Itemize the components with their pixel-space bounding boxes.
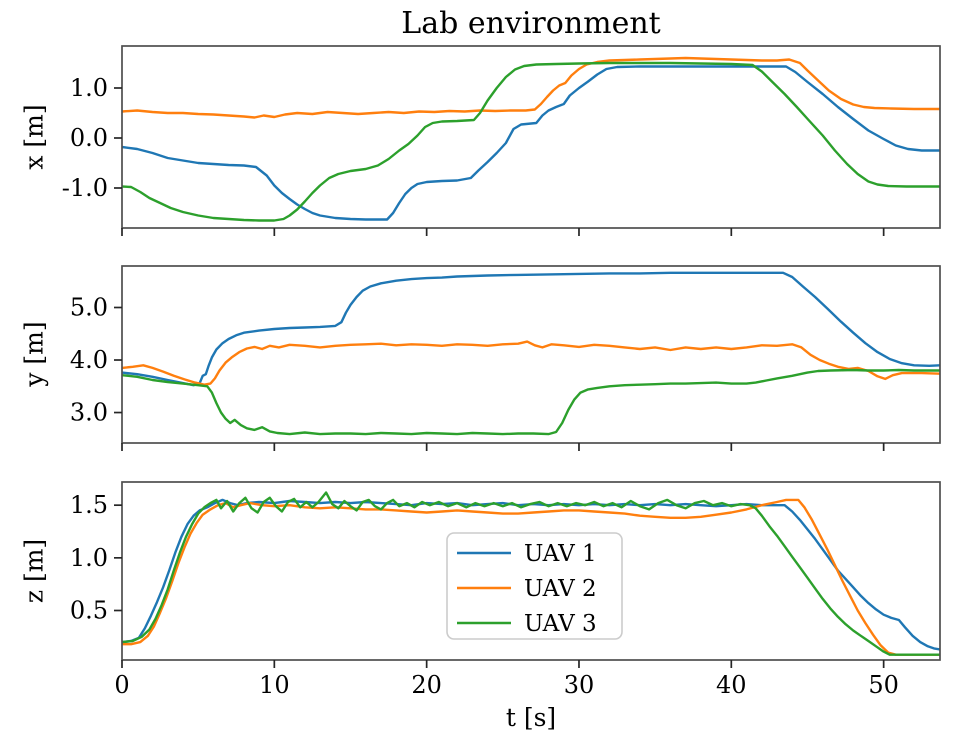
legend-label-uav-3: UAV 3 [524, 611, 597, 637]
subplot-1-lines [122, 271, 940, 436]
y-tick-label: 1.0 [70, 74, 108, 102]
x-tick-label: 20 [411, 671, 442, 699]
x-tick-label: 30 [564, 671, 595, 699]
line-uav-2-subplot-0 [122, 56, 940, 119]
line-uav-3-subplot-0 [122, 61, 940, 222]
subplot-0-lines [122, 56, 940, 222]
subplot-2: 0 10 20 30 40 50 0.5 1.0 1.5 [70, 481, 941, 699]
legend-label-uav-2: UAV 2 [524, 576, 597, 602]
y-tick-label: 1.0 [70, 544, 108, 572]
y-tick-label: 4.0 [70, 346, 108, 374]
x-tick-label: 0 [114, 671, 129, 699]
subplot-2-frame [121, 481, 941, 661]
line-uav-2-subplot-1 [122, 340, 940, 386]
line-uav-1-subplot-1 [122, 271, 940, 387]
legend-box [446, 532, 623, 640]
subplot-1-frame [121, 265, 941, 444]
legend-label-uav-1: UAV 1 [524, 541, 597, 567]
y-tick-label: 5.0 [70, 293, 108, 321]
line-uav-2-subplot-2 [122, 498, 940, 656]
chart-title: Lab environment [401, 6, 661, 41]
x-tick-label: 50 [868, 671, 899, 699]
x-tick-label: 10 [259, 671, 290, 699]
subplot-1: 3.0 4.0 5.0 [70, 265, 941, 451]
line-uav-3-subplot-1 [122, 368, 940, 436]
x-tick-label: 40 [716, 671, 747, 699]
y-tick-label: -1.0 [62, 174, 108, 202]
y-tick-label: 0.0 [70, 124, 108, 152]
subplot-0: -1.0 0.0 1.0 [62, 45, 941, 236]
xlabel: t [s] [505, 703, 557, 732]
y-tick-label: 0.5 [70, 596, 108, 624]
y-tick-label: 3.0 [70, 399, 108, 427]
line-uav-3-subplot-2 [122, 491, 940, 656]
subplot-0-frame [121, 45, 941, 229]
subplot-2-lines [122, 491, 940, 656]
legend: UAV 1 UAV 2 UAV 3 [446, 532, 623, 640]
line-uav-1-subplot-0 [122, 65, 940, 221]
y-tick-label: 1.5 [70, 491, 108, 519]
